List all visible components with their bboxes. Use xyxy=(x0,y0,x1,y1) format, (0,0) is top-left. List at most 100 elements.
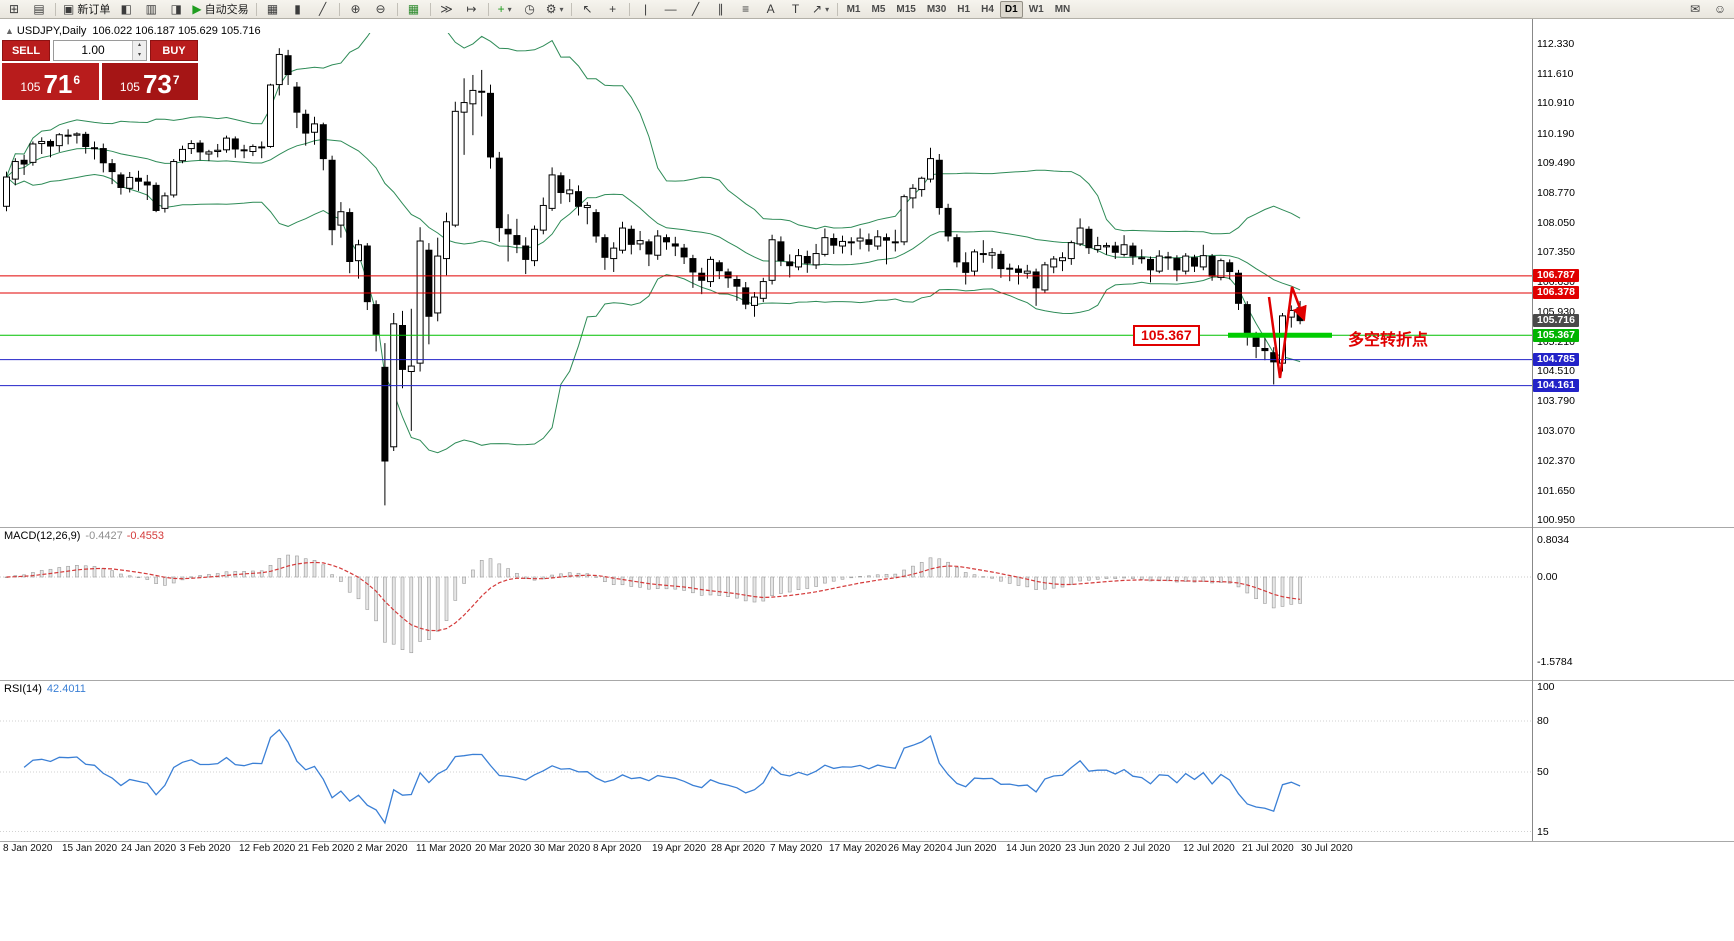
tile-windows-icon: ▦ xyxy=(407,2,420,16)
rsi-line xyxy=(23,728,1301,825)
timeframe-m30-button[interactable]: M30 xyxy=(926,3,947,15)
date-axis-label: 17 May 2020 xyxy=(829,843,887,854)
arrows-tool-button[interactable]: ↗ ▾ xyxy=(809,0,833,18)
community-button[interactable]: ☺ xyxy=(1708,0,1732,18)
main-price-panel xyxy=(3,33,1304,506)
price-tag: 105.367 xyxy=(1533,328,1579,342)
turning-point-segment[interactable] xyxy=(1228,332,1332,338)
date-axis-label: 11 Mar 2020 xyxy=(416,843,472,854)
volume-decrease-icon[interactable]: ▾ xyxy=(133,50,146,60)
zoom-out-button[interactable]: ⊖ xyxy=(369,0,393,18)
clock-button[interactable]: ◷ xyxy=(518,0,542,18)
price-chart[interactable] xyxy=(0,19,1734,941)
date-axis-label: 4 Jun 2020 xyxy=(947,843,997,854)
trend-arrow[interactable] xyxy=(1267,286,1307,379)
cursor-tool-button[interactable]: ↖ xyxy=(576,0,600,18)
price-axis-label: 111.610 xyxy=(1537,68,1574,81)
new-chart-button[interactable]: ⊞ xyxy=(2,0,26,18)
buy-price-display[interactable]: 105 73 7 xyxy=(101,63,198,100)
text-label-tool-button[interactable]: T xyxy=(784,0,808,18)
chart-shift-button[interactable]: ↦ xyxy=(460,0,484,18)
auto-scroll-button[interactable]: ≫ xyxy=(435,0,459,18)
rsi-axis-label: 80 xyxy=(1537,715,1549,727)
buy-button[interactable]: BUY xyxy=(150,40,198,61)
buy-price-point: 7 xyxy=(172,73,180,87)
rsi-axis-label: 50 xyxy=(1537,766,1549,778)
price-callout-label[interactable]: 105.367 xyxy=(1133,325,1200,346)
autotrading-button[interactable]: ▶ 自动交易 xyxy=(189,0,251,18)
new-chart-icon: ⊞ xyxy=(8,2,20,16)
notifications-button[interactable]: ✉ xyxy=(1683,0,1707,18)
trendline-tool-button[interactable]: ╱ xyxy=(684,0,708,18)
toolbar-separator xyxy=(255,2,257,16)
timeframe-h1-button[interactable]: H1 xyxy=(957,3,971,15)
one-click-trading-panel: SELL 1.00 ▴ ▾ BUY 105 71 6 105 73 7 xyxy=(2,40,198,100)
dropdown-caret-icon: ▾ xyxy=(825,4,830,14)
zoom-in-button[interactable]: ⊕ xyxy=(344,0,368,18)
macd-signal-line xyxy=(6,561,1301,632)
arrow-objects-icon: ↗ xyxy=(812,2,823,16)
turning-point-text[interactable]: 多空转折点 xyxy=(1348,332,1429,349)
timeframe-m15-button[interactable]: M15 xyxy=(896,3,916,15)
price-axis-label: 110.910 xyxy=(1537,97,1575,110)
toolbar-separator xyxy=(429,2,431,16)
line-chart-button[interactable]: ╱ xyxy=(311,0,335,18)
candlestick-chart-button[interactable]: ▮ xyxy=(286,0,310,18)
autotrading-button-label: 自动交易 xyxy=(204,4,249,16)
timeframe-w1-button[interactable]: W1 xyxy=(1028,3,1044,15)
volume-increase-icon[interactable]: ▴ xyxy=(133,41,146,51)
macd-indicator-label: MACD(12,26,9) -0.4427 -0.4553 xyxy=(4,530,164,542)
price-axis-label: 100.950 xyxy=(1537,513,1575,526)
text-label-icon: T xyxy=(791,2,800,16)
volume-field[interactable]: 1.00 ▴ ▾ xyxy=(53,40,147,61)
channel-tool-button[interactable]: ∥ xyxy=(709,0,733,18)
volume-value[interactable]: 1.00 xyxy=(81,43,105,57)
zoom-in-icon: ⊕ xyxy=(350,2,361,16)
text-tool-button[interactable]: A xyxy=(759,0,783,18)
price-axis-label: 101.650 xyxy=(1537,484,1575,497)
date-axis-label: 20 Mar 2020 xyxy=(475,843,532,854)
date-axis-label: 30 Jul 2020 xyxy=(1301,843,1353,854)
price-axis-label: 109.490 xyxy=(1537,156,1575,169)
rsi-axis-label: 100 xyxy=(1537,681,1555,693)
date-axis-label: 14 Jun 2020 xyxy=(1006,843,1062,854)
price-tag: 105.716 xyxy=(1533,314,1579,328)
date-axis-label: 24 Jan 2020 xyxy=(121,843,177,854)
autotrading-icon: ▶ xyxy=(192,2,202,16)
timeframe-m5-button[interactable]: M5 xyxy=(871,3,886,15)
date-axis-label: 19 Apr 2020 xyxy=(652,843,706,854)
profiles-icon: ▤ xyxy=(33,2,45,16)
new-order-button[interactable]: ▣ 新订单 xyxy=(60,0,113,18)
sell-price-display[interactable]: 105 71 6 xyxy=(2,63,99,100)
crosshair-tool-button[interactable]: + xyxy=(601,0,625,18)
date-axis-label: 21 Jul 2020 xyxy=(1242,843,1294,854)
data-window-icon: ▥ xyxy=(145,2,158,16)
indicators-button[interactable]: + ▾ xyxy=(493,0,517,18)
timeframe-mn-button[interactable]: MN xyxy=(1054,3,1071,15)
sell-button[interactable]: SELL xyxy=(2,40,50,61)
market-watch-button[interactable]: ◧ xyxy=(114,0,138,18)
date-axis-label: 2 Mar 2020 xyxy=(357,843,408,854)
bar-chart-button[interactable]: ▦ xyxy=(261,0,285,18)
horizontal-line-tool-button[interactable]: ― xyxy=(659,0,683,18)
channel-icon: ∥ xyxy=(717,2,724,16)
navigator-button[interactable]: ◨ xyxy=(164,0,188,18)
date-axis-label: 28 Apr 2020 xyxy=(711,843,765,854)
timeframe-m1-button[interactable]: M1 xyxy=(846,3,861,15)
fibonacci-tool-button[interactable]: ≡ xyxy=(734,0,758,18)
vertical-line-tool-button[interactable]: | xyxy=(634,0,658,18)
auto-scroll-icon: ≫ xyxy=(440,2,453,16)
profiles-button[interactable]: ▤ xyxy=(27,0,51,18)
timeframe-d1-button[interactable]: D1 xyxy=(999,0,1023,18)
chart-settings-button[interactable]: ⚙ ▾ xyxy=(543,0,567,18)
navigator-icon: ◨ xyxy=(170,2,183,16)
rsi-indicator-label: RSI(14) 42.4011 xyxy=(4,683,86,695)
date-axis-label: 8 Apr 2020 xyxy=(593,843,642,854)
text-icon: A xyxy=(766,2,775,16)
data-window-button[interactable]: ▥ xyxy=(139,0,163,18)
tile-windows-button[interactable]: ▦ xyxy=(402,0,426,18)
clock-icon: ◷ xyxy=(524,2,535,16)
new-order-button-label: 新订单 xyxy=(77,4,111,16)
timeframe-h4-button[interactable]: H4 xyxy=(981,3,994,15)
collapse-panel-icon[interactable]: ▲ xyxy=(5,26,14,36)
